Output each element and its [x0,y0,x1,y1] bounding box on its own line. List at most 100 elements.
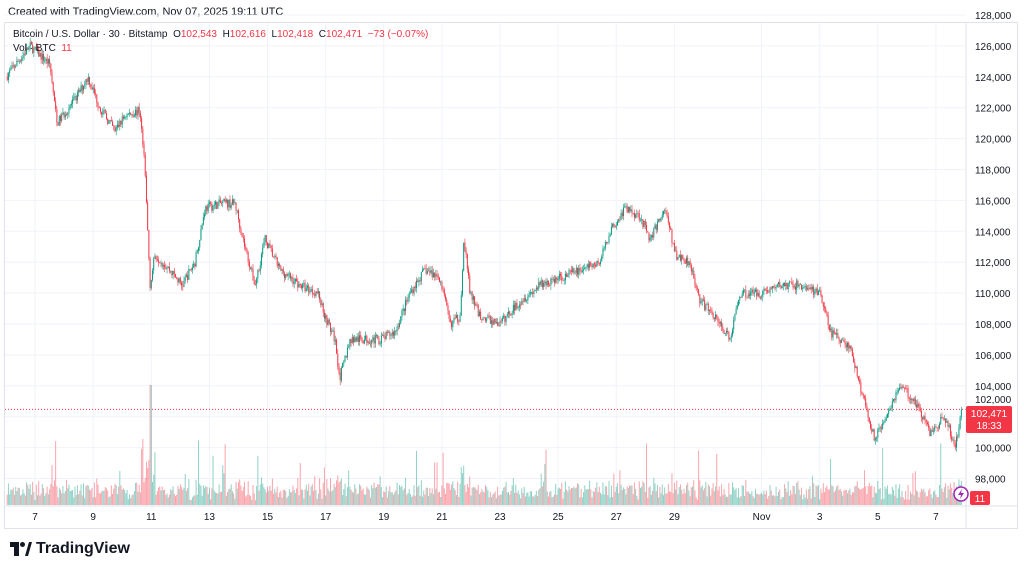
symbol-title[interactable]: Bitcoin / U.S. Dollar · 30 · Bitstamp [13,29,168,40]
volume-bar [834,490,836,505]
candle-body [259,265,261,271]
volume-bar [883,498,885,505]
volume-bar [288,489,290,505]
candle-body [430,270,432,273]
volume-bar [91,487,93,505]
volume-bar [474,487,476,505]
candle-body [659,219,661,221]
candle-body [510,315,512,316]
candle-body [150,280,152,289]
volume-bar [507,492,509,505]
volume-bar [847,493,849,505]
candle-body [121,116,123,125]
volume-bar [390,492,392,505]
volume-bar [253,493,255,505]
volume-bar [411,497,413,505]
candle-body [237,210,239,220]
volume-bar [200,485,202,505]
candle-body [558,273,560,280]
volume-bar [407,492,409,505]
candle-body [446,299,448,306]
candle-body [222,201,224,204]
volume-bar [389,485,391,505]
candle-body [253,280,255,285]
volume-bar [616,483,618,505]
candle-body [165,267,167,269]
volume-bar [648,487,650,505]
volume-bar [856,481,858,505]
volume-bar [15,486,17,505]
candle-body [859,380,861,383]
volume-bar [217,493,219,505]
volume-bar [577,483,579,505]
candle-body [868,417,870,422]
candle-body [401,311,403,317]
volume-bar [325,495,327,505]
candle-body [924,416,926,421]
candle-body [175,273,177,278]
candle-body [920,411,922,418]
candle-body [745,289,747,298]
volume-bar [752,496,754,505]
volume-bar [13,494,15,505]
candle-body [129,112,131,114]
candle-body [210,202,212,204]
candle-body [474,296,476,306]
volume-bar [24,495,26,505]
volume-bar [874,492,876,505]
volume-bar [484,485,486,505]
volume-bar [108,497,110,505]
volume-bar [817,484,819,505]
candle-body [246,248,248,253]
volume-bar [296,488,298,505]
candle-body [700,301,702,304]
candle-body [476,304,478,306]
candle-body [937,427,939,429]
volume-bar [583,492,585,505]
volume-bar [413,485,415,505]
volume-bar [495,498,497,505]
volume-bar [886,485,888,505]
candle-body [889,408,891,410]
candle-body [280,266,282,271]
tradingview-logo[interactable]: TradingView [10,540,130,558]
candle-body [618,219,620,222]
candle-body [357,336,359,342]
candle-body [641,219,643,220]
candle-body [522,301,524,302]
candle-body [374,335,376,344]
candle-body [461,270,463,295]
candle-body [475,304,477,306]
volume-bar [172,486,174,505]
lightning-icon[interactable] [953,486,969,502]
candle-body [946,421,948,423]
candle-body [671,229,673,243]
candle-body [740,296,742,298]
candle-body [235,202,237,211]
volume-bar [739,497,741,505]
candle-body [555,277,557,283]
candle-body [290,273,292,279]
volume-bar [161,486,163,505]
volume-bar [110,485,112,505]
candle-body [867,409,869,418]
volume-bar [842,495,844,505]
volume-bar [899,484,901,505]
candle-body [739,296,741,301]
candle-body [782,282,784,286]
candle-body [543,282,545,287]
volume-bar [136,482,138,505]
volume-bar [299,463,301,505]
volume-bar [546,491,548,505]
volume-bar [871,485,873,505]
last-price-label: 102,471 18:33 [966,406,1012,433]
candle-body [445,295,447,300]
candle-body [225,200,227,202]
volume-bar [33,492,35,505]
candle-body [774,286,776,289]
volume-bar [451,484,453,505]
volume-bar [489,491,491,505]
candle-body [46,58,48,64]
candle-body [471,292,473,300]
